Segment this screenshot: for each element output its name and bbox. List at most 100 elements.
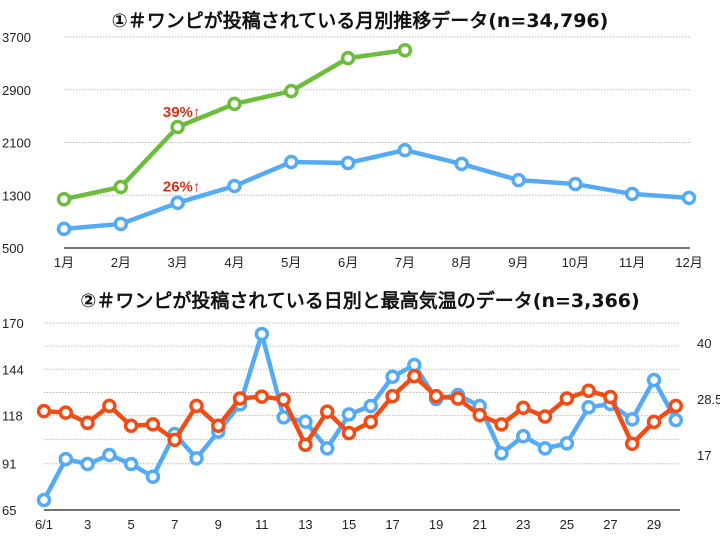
chart2-series-0-point (494, 446, 509, 461)
chart2-series-1-point (80, 415, 95, 431)
chart1-series-0-point (284, 83, 299, 99)
chart2-series-0-point (668, 412, 684, 428)
chart1-series-1-point (624, 186, 640, 202)
chart1-series-1-point (511, 172, 526, 188)
chart2-series-1-point (603, 389, 618, 405)
chart1-series-0-point (397, 42, 413, 58)
chart1-series-1-point (113, 216, 129, 232)
x-tick-label: 7月 (395, 255, 415, 270)
x-tick-label: 6/1 (35, 517, 53, 532)
x-tick-label: 25 (560, 517, 574, 532)
x-tick-label: 1月 (54, 255, 74, 270)
chart2-series-0-point (298, 414, 313, 429)
chart2-series-1-point (319, 404, 335, 419)
chart2-series-1-point (102, 398, 117, 414)
chart2-series-1-point (668, 398, 684, 414)
chart2-series-0-point (276, 410, 291, 425)
chart2-series-1-point (581, 383, 596, 398)
chart2-series-1-point (428, 388, 444, 404)
x-tick-label: 9月 (508, 255, 528, 270)
chart2-series-0-point (646, 372, 662, 388)
y-tick-label: 170 (2, 316, 24, 331)
x-tick-label: 15 (342, 517, 356, 532)
chart1-monthly-posts: 3700 2900 2100 1300 500 1月 2月 3月 4月 5月 6月 7月 8月 9月 10月… (2, 30, 703, 270)
x-tick-label: 27 (603, 517, 617, 532)
chart2-series-0-point (102, 447, 117, 463)
chart1-series-1-point (454, 156, 469, 172)
x-tick-label: 13 (298, 517, 312, 532)
x-tick-label: 8月 (452, 255, 472, 270)
chart2-series-1-point (363, 414, 379, 430)
chart2-series-0-point (385, 369, 400, 385)
chart1-series-1-point (340, 155, 356, 171)
chart2-title: ②＃ワンピが投稿されている日別と最高気温のデータ(n=3,366) (80, 289, 639, 312)
x-tick-label: 17 (385, 517, 399, 532)
y-tick-label: 65 (2, 503, 16, 518)
chart2-series-0-point (581, 399, 596, 415)
x-tick-label: 9 (215, 517, 222, 532)
chart2-series-0-line (42, 331, 678, 502)
chart2-series-0-point (363, 398, 379, 414)
y2-tick-label: 17 (697, 448, 711, 463)
chart2-series-0-point (58, 451, 74, 467)
chart2-series-1-point (450, 391, 466, 406)
x-tick-label: 5 (128, 517, 135, 532)
x-tick-label: 2月 (111, 255, 131, 270)
chart2-series-1-point (385, 388, 400, 404)
x-tick-label: 11月 (619, 255, 646, 270)
y-tick-label: 1300 (2, 188, 31, 203)
chart2-series-1-point (646, 414, 662, 430)
y-tick-label: 118 (2, 409, 23, 424)
chart1-series-1-point (56, 221, 72, 237)
y-tick-label: 500 (2, 241, 24, 256)
chart2-daily-posts-and-temperature: 170 144 118 91 65 40 28.5 17 6/1 3 5 7 9 11 13 15 17 19 21… (2, 316, 720, 532)
y-tick-label: 2900 (2, 83, 31, 98)
chart2-series-0-point (624, 412, 640, 427)
chart2-series-1-point (341, 425, 357, 441)
chart1-series-1-point (568, 176, 583, 192)
x-tick-label: 3月 (168, 255, 188, 270)
chart2-series-1-point (145, 417, 161, 432)
chart2-series-0-point (36, 492, 52, 508)
x-tick-label: 19 (429, 517, 443, 532)
chart2-series-0-point (123, 456, 139, 472)
chart2-series-1-point (189, 398, 204, 414)
chart1-series-1-point (397, 142, 413, 158)
chart2-series-0-point (80, 456, 95, 472)
chart2-series-1-point (276, 392, 291, 407)
chart2-series-1-point (36, 403, 52, 419)
chart2-series-0-point (319, 441, 335, 456)
chart1-series-0-point (113, 179, 129, 195)
y-tick-label: 91 (2, 457, 16, 472)
x-tick-label: 12月 (675, 255, 702, 270)
chart2-series-0-point (145, 469, 161, 484)
chart2-series-1-point (167, 432, 182, 448)
x-tick-label: 10月 (562, 255, 589, 270)
chart2-series-1-point (254, 389, 270, 404)
chart1-series-0-point (340, 50, 356, 66)
y-tick-label: 144 (2, 362, 24, 377)
x-tick-label: 23 (516, 517, 530, 532)
x-tick-label: 11 (255, 517, 269, 532)
chart2-series-0-point (341, 407, 357, 422)
chart2-series-1-point (232, 391, 248, 406)
x-tick-label: 3 (84, 517, 91, 532)
chart2-series-1-point (58, 405, 74, 420)
chart2-series-1-point (537, 409, 553, 424)
x-tick-label: 4月 (224, 255, 244, 270)
chart1-series-0-point (170, 119, 185, 135)
y-tick-label: 3700 (2, 30, 31, 45)
chart2-series-1-point (516, 400, 531, 416)
chart2-series-1-point (211, 418, 226, 434)
y2-tick-label: 40 (697, 336, 711, 351)
chart2-series-0-point (254, 326, 270, 342)
chart2-series-0-point (516, 428, 531, 444)
chart2-series-1-point (298, 437, 313, 453)
x-tick-label: 29 (647, 517, 661, 532)
x-tick-label: 7 (171, 517, 178, 532)
x-tick-label: 5月 (281, 255, 301, 270)
chart2-series-1-point (407, 368, 422, 384)
x-tick-label: 6月 (338, 255, 358, 270)
chart2-series-0-point (189, 451, 204, 466)
